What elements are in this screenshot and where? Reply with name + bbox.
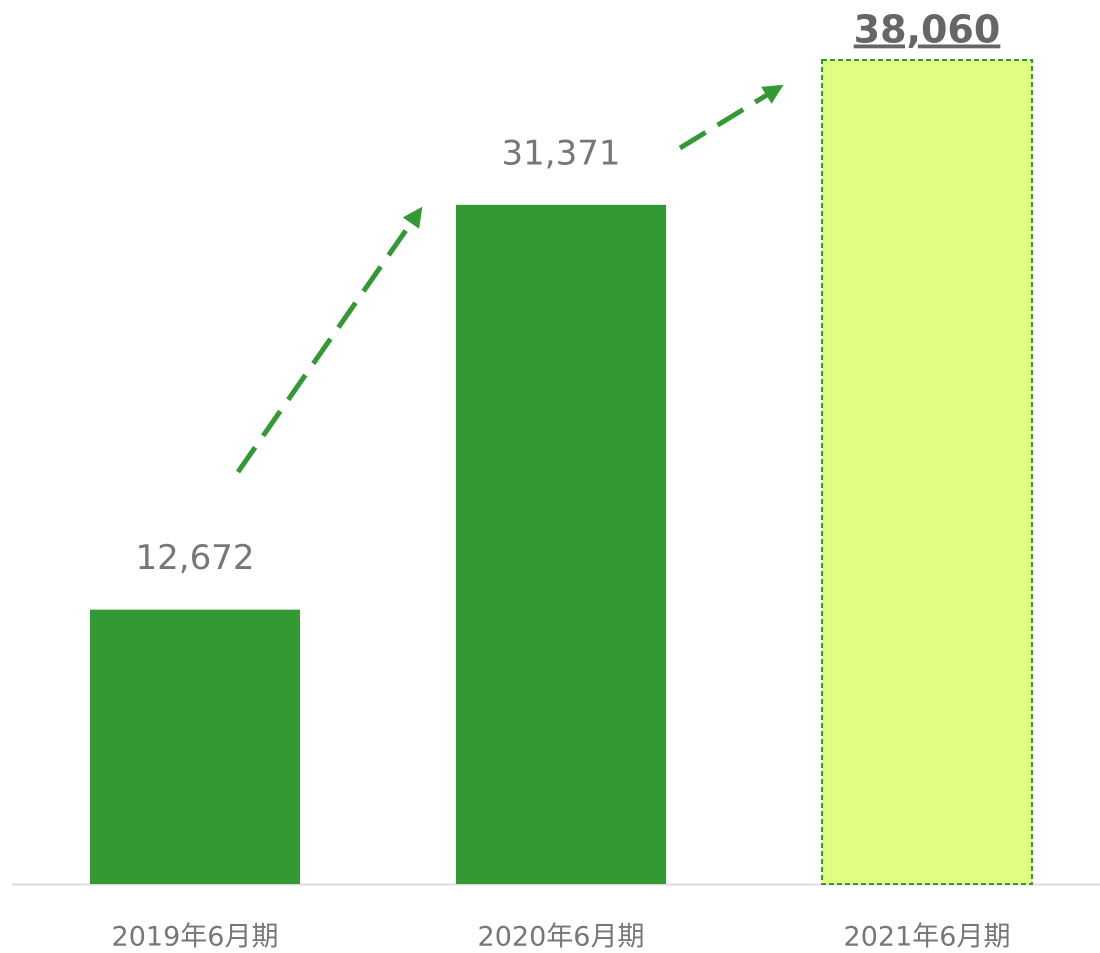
x-tick-label: 2019年6月期 xyxy=(112,922,279,953)
bar xyxy=(821,59,1033,885)
x-tick-label: 2021年6月期 xyxy=(844,922,1011,953)
bar xyxy=(456,204,666,885)
value-label: 12,672 xyxy=(136,538,255,578)
value-label: 31,371 xyxy=(502,133,621,173)
value-label: 38,060 xyxy=(854,8,1001,52)
trend-arrow xyxy=(678,84,784,151)
x-tick-label: 2020年6月期 xyxy=(478,922,645,953)
bar xyxy=(90,609,300,884)
trend-arrow xyxy=(235,206,423,474)
